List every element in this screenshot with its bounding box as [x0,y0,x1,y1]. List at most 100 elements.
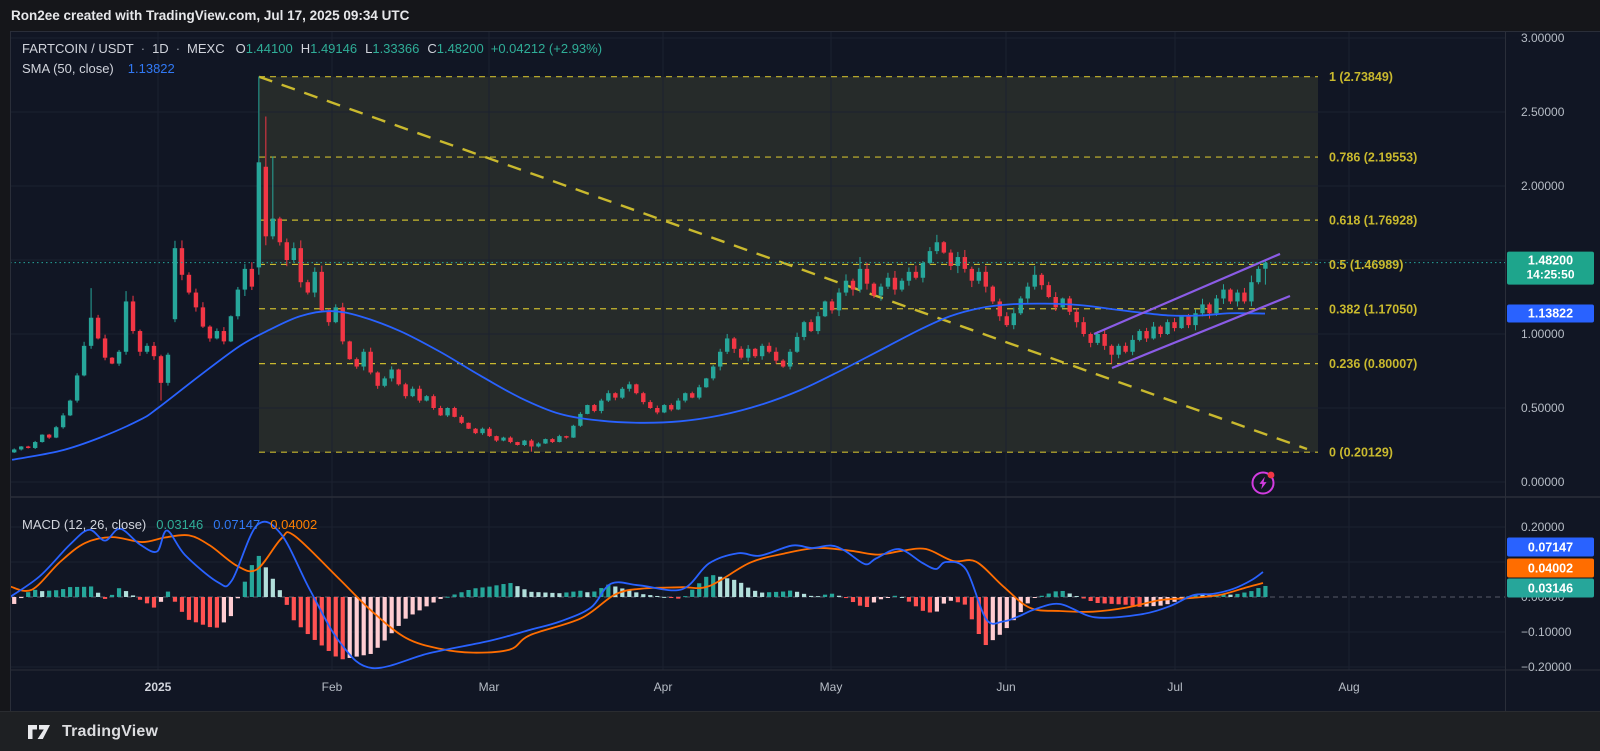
histogram-bar [606,584,611,597]
histogram-bar [718,576,723,597]
chart-background [10,31,1600,711]
candle-body [249,268,255,287]
candle-body [319,271,324,311]
histogram-bar [948,597,953,601]
candle-body [410,388,415,397]
histogram-bar [361,597,366,656]
histogram-bar [459,592,464,597]
histogram-bar [774,591,779,597]
channel-line-lower[interactable] [1111,294,1291,370]
price-axis-label: 2.50000 [1521,105,1565,119]
candle-body [1214,298,1219,314]
histogram-bar [1025,597,1030,604]
candle-body [221,331,227,342]
chart-area[interactable]: 3.00000 2.50000 2.00000 1.00000 0.50000 0.000… [10,31,1600,711]
candle-body [396,369,401,385]
tradingview-brand-text[interactable]: TradingView [62,722,159,740]
candle-body [39,434,45,443]
histogram-bar [40,591,45,597]
histogram-bar [1242,592,1247,597]
candle-body [1011,313,1016,326]
trend-line[interactable] [258,75,1308,451]
histogram-bar [368,597,373,654]
bar-countdown: 14:25:50 [1526,268,1574,282]
macd-badge-value: 0.03146 [1528,582,1573,596]
candle-body [606,393,611,401]
time-axis-label: Mar [479,680,500,694]
chart-canvas[interactable]: 3.00000 2.50000 2.00000 1.00000 0.50000 0.000… [10,31,1600,711]
histogram-bar [627,590,632,597]
interval-label[interactable]: 1D [152,41,169,56]
candle-body [529,440,534,447]
sma-indicator-label[interactable]: SMA (50, close) [22,61,114,76]
histogram-bar [892,595,898,597]
histogram-bar [983,597,988,646]
candle-body [1081,322,1086,334]
histogram-bar [746,587,751,597]
sma-line[interactable] [11,302,1266,461]
histogram-bar [1081,597,1086,599]
candle-body [1151,326,1156,339]
histogram-bar [578,590,583,597]
macd-indicator-label[interactable]: MACD (12, 26, close) [22,517,147,532]
candle-body [312,271,317,293]
histogram-bar [815,596,821,598]
histogram-bar [487,586,492,597]
candle-body [1130,339,1135,352]
symbol-title[interactable]: FARTCOIN / USDT [22,41,134,56]
histogram-bar [599,588,604,597]
candle-body [382,378,387,386]
candle-body [158,356,164,383]
candle-body [1249,282,1254,302]
time-axis-label: Apr [654,680,673,694]
candle-body [242,268,248,290]
candle-body [473,428,478,434]
candle-body [368,351,373,373]
candle-body [480,428,485,434]
candle-body [766,345,772,352]
price-axis-label: 1.00000 [1521,327,1565,341]
histogram-bar [284,597,289,605]
macd-badge-value: 0.07147 [1528,541,1573,555]
histogram-bar [1060,590,1065,597]
candle-body [375,372,380,386]
tradingview-logo-icon[interactable] [27,722,54,742]
histogram-bar [536,592,541,597]
footer-bar: TradingView [0,711,1600,751]
candle-body [787,351,793,367]
ohlc-h-value: H1.49146 [300,41,358,56]
candle-body [941,242,947,253]
histogram-bar [1095,597,1100,604]
candle-body [662,405,667,413]
candle-body [1046,285,1051,297]
histogram-bar [515,586,520,597]
histogram-bar [676,597,681,599]
macd-values: 0.03146 0.07147 0.04002 [156,515,317,535]
channel-line-upper[interactable] [1093,252,1281,336]
histogram-bar [1235,593,1240,597]
candle-body [340,307,345,342]
candle-body [424,396,429,401]
histogram-bar [634,592,639,597]
histogram-bar [864,597,870,608]
candle-body [1004,316,1009,326]
candle-body [305,282,310,293]
candle-body [452,408,457,417]
histogram-bar [312,597,317,640]
histogram-bar [109,594,115,597]
candle-body [969,268,975,281]
candle-body [808,322,814,332]
histogram-bar [410,597,415,615]
histogram-bar [249,565,254,597]
histogram-bar [382,597,387,641]
histogram-bar [186,597,192,620]
histogram-bar [494,585,499,597]
candle-body [25,446,31,448]
histogram-bar [885,597,891,598]
candle-body [207,326,213,339]
candle-body [193,292,199,308]
histogram-bar [256,555,261,597]
candle-body [1200,304,1205,314]
histogram-bar [151,597,157,608]
boost-icon[interactable] [1250,470,1276,496]
